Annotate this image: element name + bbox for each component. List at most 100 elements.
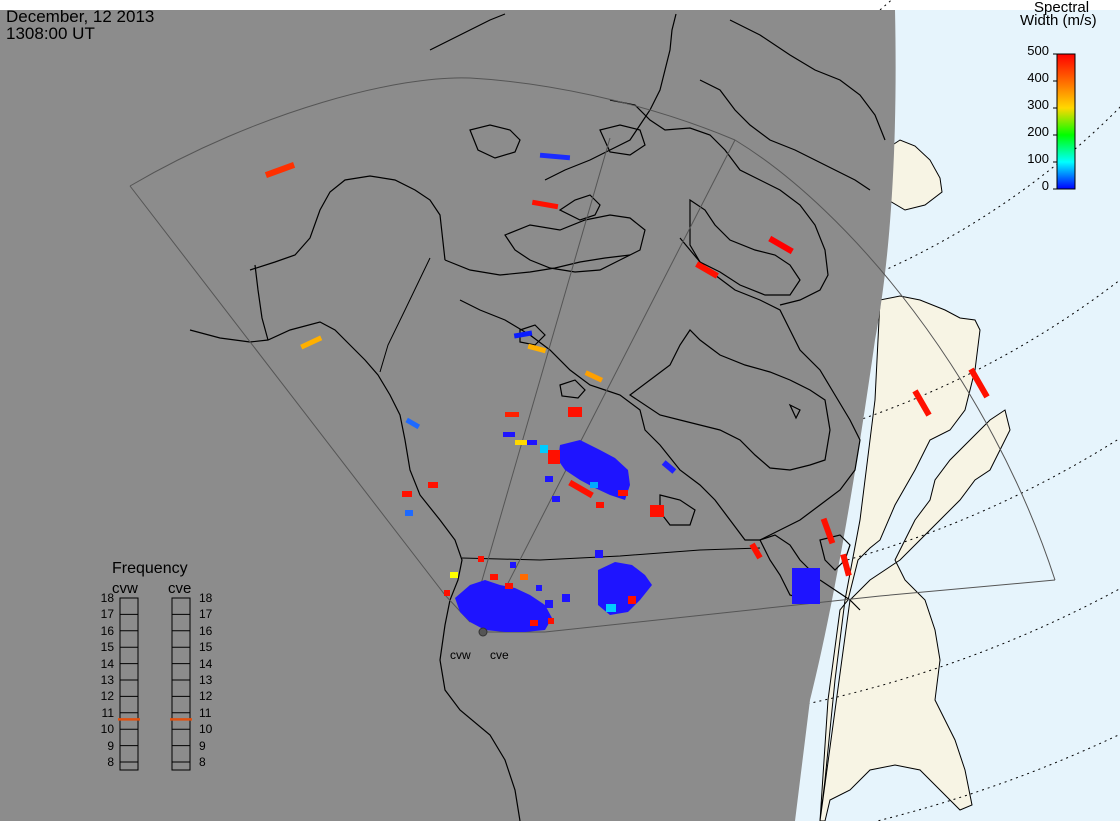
echo [405,510,413,516]
echo [606,604,616,612]
echo [695,261,719,279]
cve-frequency-tick-label: 9 [199,738,206,753]
echo [490,574,498,580]
echo [402,491,412,497]
echo [545,600,553,608]
echo [531,199,559,210]
echo [584,370,604,383]
day-land-coast [819,409,1011,822]
cvw-frequency-tick-label: 12 [100,689,114,704]
radar-site-marker [478,627,488,637]
colorbar-tick-label: 500 [1027,43,1049,58]
cve-frequency-tick-label: 8 [199,755,206,769]
echo [527,343,547,354]
cvw-frequency-tick-label: 16 [100,623,114,638]
cvw-frequency-gauge [119,597,139,771]
colorbar-tick-label: 200 [1027,124,1049,139]
echo [450,572,458,578]
echo [428,482,438,488]
echo [515,440,527,445]
colorbar-units: Width (m/s) [1020,12,1097,29]
cvw-frequency-tick-label: 13 [100,673,114,687]
frequency-title: Frequency [112,560,188,577]
echo [568,407,582,417]
echo [513,330,533,339]
echo [552,496,560,502]
cvw-frequency-tick-label: 10 [100,722,114,737]
cve-frequency-tick-label: 15 [199,640,213,655]
echo [520,574,528,580]
echo [968,367,990,399]
colorbar-tick-label: 400 [1027,70,1049,85]
echo [505,412,519,417]
echo [540,445,548,453]
echo [792,568,820,604]
echo [568,479,594,499]
cvw-frequency-tick-label: 11 [101,705,114,720]
radar-echoes [264,152,990,632]
echo [749,542,763,560]
echo [503,432,515,437]
cve-frequency-tick-label: 16 [199,623,213,638]
cve-frequency-tick-label: 10 [199,722,213,737]
echo [405,417,421,430]
cvw-frequency-tick-label: 9 [107,738,114,753]
echo [628,596,636,604]
cvw-frequency-tick-label: 15 [100,640,114,655]
echo [536,585,542,591]
echo [590,482,598,488]
site-label-cvw: cvw [450,648,471,662]
cve-frequency-tick-label: 11 [199,705,212,720]
cvw-gauge-label: cvw [112,580,138,597]
political-borders [379,257,761,561]
echo [444,590,450,596]
echo [527,440,537,445]
site-label-cve: cve [490,648,509,662]
echo [840,553,852,577]
echo [650,505,664,517]
time-label: 1308:00 UT [6,24,95,43]
cve-frequency-tick-label: 18 [199,591,213,605]
echo [548,450,560,464]
colorbar-title: Spectral [1034,0,1090,16]
cvw-frequency-tick-label: 17 [100,607,114,622]
echo [912,389,932,417]
echo [618,490,628,496]
cve-frequency-gauge [171,597,191,771]
echo [562,594,570,602]
echo [300,335,323,350]
radar-fov [129,77,1056,633]
echo [768,235,794,255]
night-region [0,10,896,821]
cve-frequency-tick-label: 13 [199,673,213,687]
echo [596,502,604,508]
echo [545,476,553,482]
cvw-frequency-tick-label: 14 [100,656,114,671]
echo [264,162,296,178]
echo-cluster [598,562,652,615]
colorbar [1056,53,1076,190]
cvw-frequency-tick-label: 18 [100,591,114,605]
colorbar-ticks [1053,53,1057,190]
echo [548,618,554,624]
echo [478,556,484,562]
cvw-frequency-tick-label: 8 [107,755,114,769]
echo-cluster [558,440,630,500]
cve-frequency-tick-label: 14 [199,656,213,671]
day-land-east [819,295,981,822]
colorbar-tick-label: 300 [1027,97,1049,112]
frequency-gauges [119,597,191,771]
echo [530,620,538,626]
date-label: December, 12 2013 [6,7,155,26]
echo [510,562,516,568]
echo [505,583,513,589]
coastlines [189,13,886,822]
echo [820,517,836,545]
cve-frequency-tick-label: 17 [199,607,213,622]
cve-gauge-label: cve [168,580,192,597]
cve-frequency-tick-label: 12 [199,689,213,704]
colorbar-tick-label: 100 [1027,151,1049,166]
echo [595,550,603,558]
